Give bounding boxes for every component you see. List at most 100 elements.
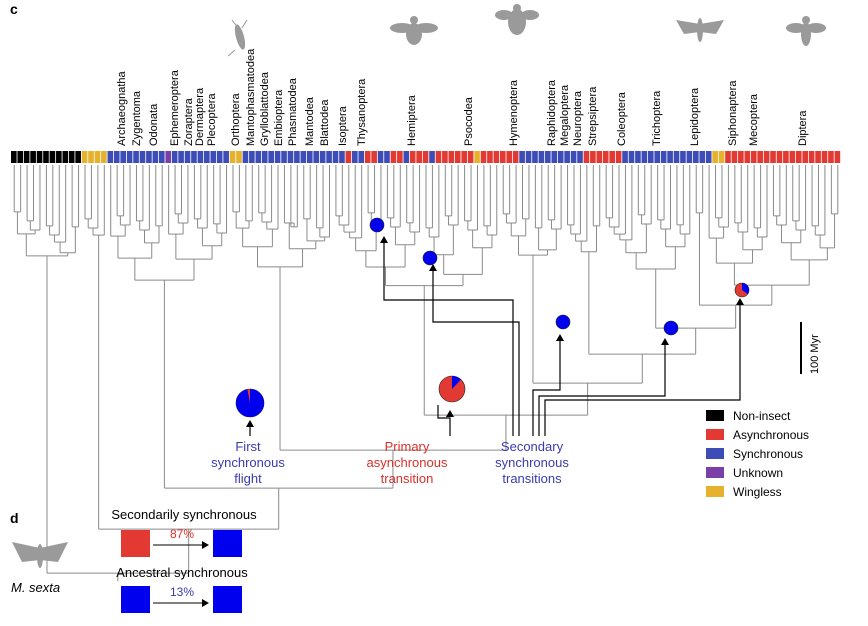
tip-cell [821,151,828,163]
tip-cell [564,151,570,163]
tip-cell [300,151,307,163]
tip-cell [699,151,706,163]
tip-cell [808,151,815,163]
annotation-line: asynchronous [367,455,448,470]
tip-cell [532,151,538,163]
tip-cell [480,151,487,163]
tip-cell [673,151,680,163]
tip-cell [197,151,204,163]
legend-label: Non-insect [733,409,791,423]
order-label: Blattodea [319,99,331,146]
tip-cell [113,151,120,163]
arrow-head [736,298,744,305]
tip-cell [139,151,146,163]
phylogenetic-tree [13,165,839,582]
tip-cell [249,151,255,163]
tip-cell [158,151,165,163]
legend-swatch-unknown [706,467,724,478]
order-label: Plecoptera [206,93,218,146]
tip-cell [62,151,69,163]
tip-cell [461,151,468,163]
tip-cell [834,151,841,163]
tip-cell [828,151,834,163]
arrow-path [538,342,666,436]
tip-cell [371,151,377,163]
tip-cell [416,151,422,163]
tip-cell [313,151,320,163]
annotation-line: transitions [502,471,562,486]
tip-cell [622,151,628,163]
tip-cell [358,151,365,163]
tip-cell [795,151,802,163]
tip-cell [525,151,532,163]
arrow-head [661,338,669,345]
legend-swatch-synchronous [706,448,724,459]
tip-cell [557,151,564,163]
order-label: Phasmatodea [287,77,299,146]
tip-cell [11,151,17,163]
tip-cell [448,151,455,163]
tip-cell [583,151,590,163]
tip-cell [223,151,229,163]
panel-d: M. sexta Secondarily synchronous 87% Anc… [11,507,257,613]
order-label: Archaeognatha [116,71,128,146]
tip-cell [442,151,448,163]
tip-cell [81,151,88,163]
order-label: Isoptera [337,105,349,146]
tip-cell [364,151,371,163]
tip-cell [499,151,506,163]
tip-cell [570,151,577,163]
row-title: Secondarily synchronous [111,507,257,522]
annotation-line: Primary [385,439,430,454]
tip-cell [43,151,49,163]
ancestral-state-nodes [235,217,750,418]
from-state-box [121,586,150,613]
order-label: Grylloblattodea [259,71,271,146]
tip-cell [776,151,783,163]
tip-cell [474,151,480,163]
tip-cell [590,151,596,163]
panel-d-letter: d [10,510,19,526]
arrow-path [432,268,520,436]
tip-cell [306,151,313,163]
order-label: Ephemeroptera [169,69,181,146]
order-label: Orthoptera [230,93,242,146]
tip-cell [101,151,107,163]
tip-cell [390,151,397,163]
tip-cell [602,151,609,163]
arrow-path [544,302,741,436]
tip-cell [686,151,693,163]
tip-cell [750,151,757,163]
tip-cell [23,151,30,163]
tip-cell [146,151,152,163]
tip-cell [493,151,500,163]
tip-cell [429,151,435,163]
moth-icon [676,18,724,42]
order-label: Embioptera [273,89,285,146]
tip-cell [281,151,287,163]
order-label: Psocodea [463,96,475,146]
arrow-path [437,405,451,436]
node-pie [663,320,679,336]
annotation-line: flight [234,471,262,486]
to-state-box [213,586,242,613]
order-label: Thysanoptera [356,78,368,146]
order-label: Zoraptera [183,97,195,146]
tip-cell [519,151,525,163]
order-label: Raphidoptera [546,79,558,146]
panel-c-letter: c [10,1,18,17]
to-state-box [213,530,242,557]
tip-cell [667,151,673,163]
annotation-line: Secondary [501,439,564,454]
tip-cell [274,151,281,163]
tip-cell [326,151,332,163]
tip-cell [654,151,661,163]
tip-cell [397,151,403,163]
annotation-line: transition [381,471,434,486]
tip-cell [345,151,352,163]
tip-cell [731,151,738,163]
tip-cell [210,151,217,163]
tip-cell [178,151,184,163]
order-label: Megaloptera [559,84,571,146]
tip-cell [783,151,789,163]
